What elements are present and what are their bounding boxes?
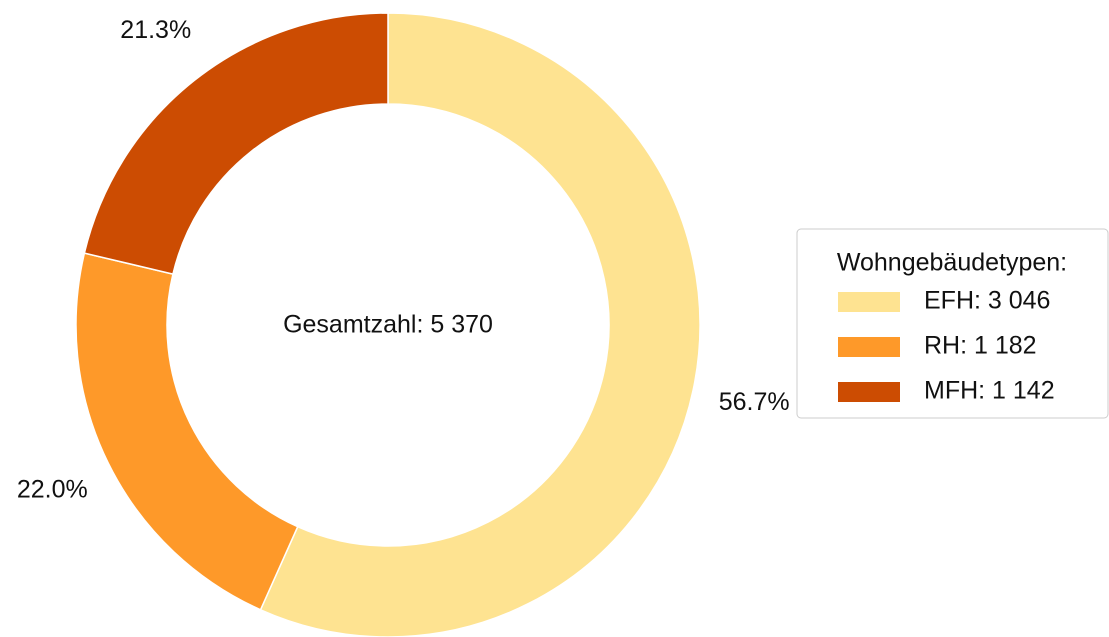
legend-swatch xyxy=(838,337,900,357)
donut-segment xyxy=(83,12,389,275)
legend-box xyxy=(796,228,1109,419)
data-label: 56.7% xyxy=(719,388,790,416)
data-label: 22.0% xyxy=(17,475,88,503)
legend-label: RH: 1 182 xyxy=(924,332,1037,360)
data-label: 21.3% xyxy=(120,16,191,44)
legend-label: MFH: 1 142 xyxy=(924,377,1055,405)
donut-segment xyxy=(75,252,299,611)
legend-swatch xyxy=(838,292,900,312)
legend-title: Wohngebäudetypen: xyxy=(837,249,1067,277)
legend-label: EFH: 3 046 xyxy=(924,287,1050,315)
donut-segment xyxy=(259,12,701,637)
legend-swatch xyxy=(838,382,900,402)
center-text: Gesamtzahl: 5 370 xyxy=(283,311,493,339)
